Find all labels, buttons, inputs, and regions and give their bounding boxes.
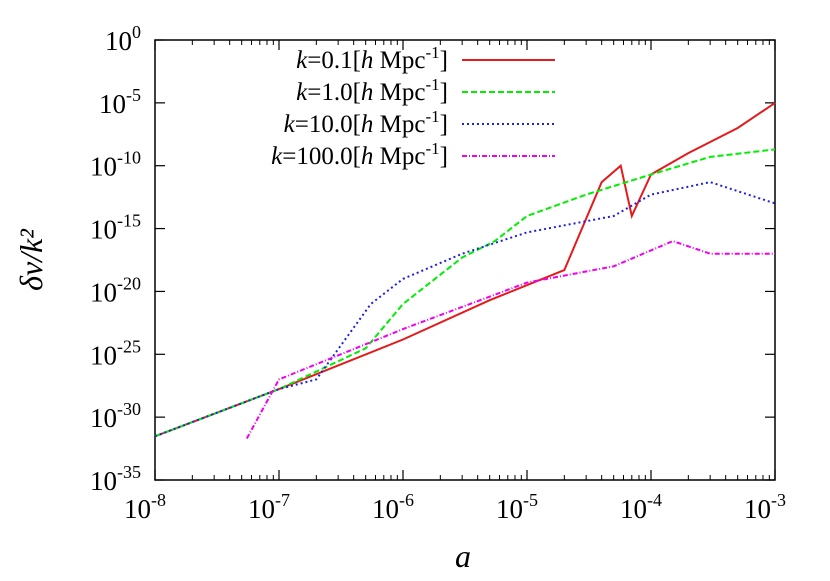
series-line-1 [154,148,776,438]
y-tick-label: 10-30 [90,399,141,433]
y-tick-label: 10-5 [99,85,141,119]
x-tick-label: 10-5 [496,490,538,524]
legend-label-3: k=100.0[h Mpc-1] [271,139,448,170]
plot-frame [154,39,776,481]
y-tick-label: 10-20 [90,273,141,307]
ticks-group: 10-8 10-7 10-6 10-5 10-4 10-3 100 10-5 10-10 10-1… [90,22,786,524]
y-tick-label: 10-15 [90,211,141,245]
y-tick-label: 10-10 [90,148,141,182]
series-line-2 [154,181,776,438]
x-tick-label: 10-3 [744,490,786,524]
y-axis-title: δν/k² [13,228,49,291]
legend-label-1: k=1.0[h Mpc-1] [296,75,448,106]
series-line-3 [245,240,775,439]
legend-label-2: k=10.0[h Mpc-1] [284,107,448,138]
x-axis-title: a [455,538,471,574]
legend-label-0: k=0.1[h Mpc-1] [296,43,448,74]
y-tick-label: 10-25 [90,336,141,370]
x-tick-label: 10-6 [372,490,414,524]
series-group [154,102,776,439]
legend: k=0.1[h Mpc-1]k=1.0[h Mpc-1]k=10.0[h Mpc… [271,43,555,170]
series-line-0 [154,102,776,438]
x-tick-label: 10-8 [124,490,166,524]
x-tick-label: 10-7 [248,490,290,524]
y-tick-label: 10-35 [90,462,141,496]
y-tick-label: 100 [105,22,141,56]
x-tick-label: 10-4 [620,490,662,524]
